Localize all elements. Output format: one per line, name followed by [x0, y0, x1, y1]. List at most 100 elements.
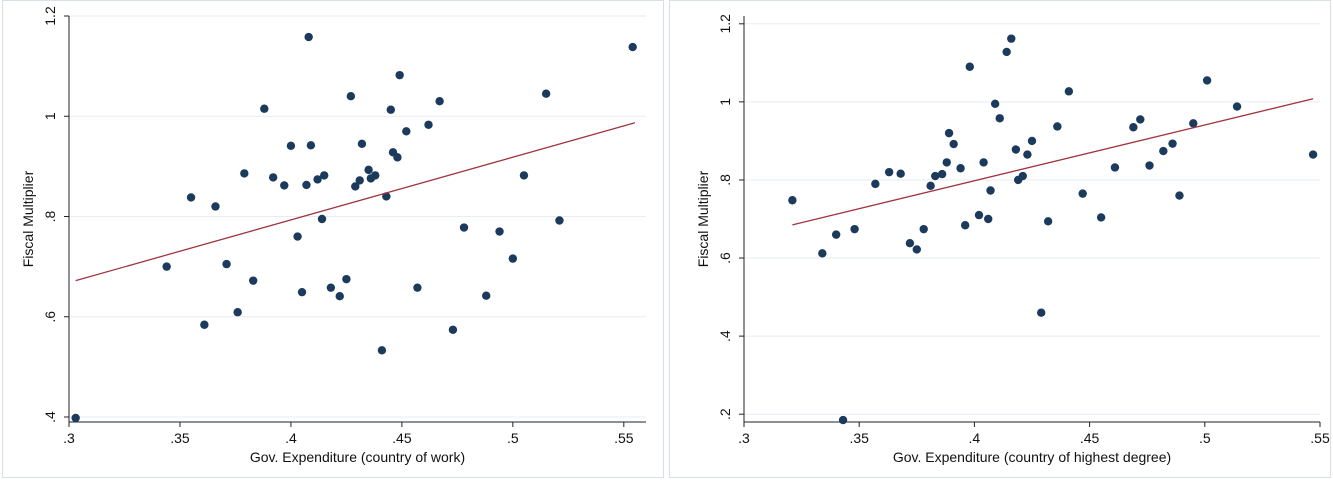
data-point	[995, 114, 1004, 123]
data-point	[1189, 119, 1198, 128]
data-point	[541, 89, 551, 98]
data-point	[818, 249, 827, 258]
data-point	[1202, 76, 1212, 85]
x-tick-label: .3	[738, 430, 750, 446]
data-point	[424, 120, 433, 129]
data-point	[838, 415, 848, 425]
scatter-panel-country-of-highest-degree: .2 .4 .6 .8 1 1.2 .3 .35 .4 .45 .5 .55 Gov. Expendit…	[669, 0, 1331, 478]
data-point	[395, 70, 404, 80]
data-point	[377, 346, 387, 355]
data-point	[357, 139, 367, 149]
y-tick-label: 1	[42, 112, 58, 120]
data-point	[1018, 171, 1027, 181]
data-point	[326, 283, 336, 292]
y-tick-label: .8	[42, 210, 58, 222]
data-point	[386, 105, 395, 114]
data-point	[233, 308, 242, 317]
data-point	[984, 214, 993, 224]
data-point	[1232, 102, 1242, 111]
data-point	[979, 158, 988, 167]
data-point	[1136, 115, 1145, 124]
data-point	[850, 224, 859, 234]
y-tick-label: .4	[42, 411, 58, 423]
data-point	[1037, 308, 1046, 317]
data-point	[268, 173, 278, 182]
data-point	[355, 176, 364, 185]
data-point	[248, 276, 258, 285]
data-point	[1002, 47, 1011, 57]
fitted-regression-line	[75, 122, 636, 282]
data-point	[942, 158, 951, 167]
data-point	[965, 62, 974, 71]
data-point	[1043, 217, 1053, 226]
data-point	[788, 196, 797, 205]
data-point	[317, 214, 327, 224]
data-point	[342, 274, 351, 284]
data-point	[1168, 139, 1177, 148]
data-point	[931, 171, 940, 181]
data-point	[926, 181, 935, 191]
data-point	[871, 179, 880, 189]
data-point	[1129, 123, 1138, 132]
data-point	[364, 165, 373, 175]
data-point	[944, 128, 954, 138]
y-tick-label: 1	[717, 98, 733, 106]
x-axis-title: Gov. Expenditure (country of work)	[250, 449, 465, 465]
data-point	[905, 239, 915, 248]
data-point	[200, 320, 209, 329]
data-point	[960, 221, 970, 230]
data-point	[222, 259, 231, 269]
fitted-regression-line	[792, 98, 1314, 226]
data-point	[1175, 191, 1184, 200]
data-point	[448, 325, 458, 334]
data-point	[1023, 150, 1032, 159]
data-point	[371, 171, 380, 180]
data-point	[974, 210, 984, 220]
x-tick-label: .55	[614, 430, 634, 446]
data-point	[71, 413, 80, 423]
x-tick-label: .4	[969, 430, 981, 446]
data-point	[1308, 150, 1318, 159]
data-point	[393, 153, 402, 162]
data-point	[286, 141, 296, 151]
data-point	[555, 216, 564, 225]
data-point	[413, 283, 422, 292]
x-tick-label: .35	[849, 430, 869, 446]
y-tick-label: .6	[42, 311, 58, 323]
data-point	[260, 104, 269, 113]
data-point	[884, 167, 894, 177]
data-point	[896, 169, 905, 178]
y-tick-label: .6	[717, 252, 733, 264]
data-point	[1011, 145, 1021, 154]
data-point	[435, 97, 444, 106]
y-axis-title: Fiscal Multiplier	[695, 170, 711, 267]
data-point	[1007, 34, 1016, 43]
data-point	[346, 91, 356, 101]
data-point	[956, 164, 965, 173]
y-tick-label: 1.2	[717, 14, 733, 34]
data-point	[519, 171, 529, 180]
data-point	[186, 193, 196, 202]
data-point	[382, 192, 391, 201]
data-point	[990, 99, 1000, 109]
data-point	[508, 254, 518, 263]
data-point	[211, 202, 220, 211]
x-tick-label: .45	[1080, 430, 1100, 446]
data-point	[335, 291, 344, 301]
data-point	[280, 181, 289, 190]
data-point	[1053, 122, 1062, 131]
x-tick-label: .5	[507, 430, 519, 446]
y-tick-label: .8	[717, 174, 733, 186]
scatter-panel-country-of-work: .4 .6 .8 1 1.2 .3 .35 .4 .45 .5 .55 Gov. Expenditur…	[2, 0, 664, 478]
x-tick-label: .55	[1310, 430, 1330, 446]
data-point	[240, 169, 249, 178]
data-point	[482, 291, 491, 300]
data-point	[320, 171, 329, 180]
x-tick-label: .45	[392, 430, 412, 446]
y-tick-label: 1.2	[42, 6, 58, 26]
y-tick-label: .4	[717, 330, 733, 342]
data-point	[937, 169, 947, 179]
data-point	[1096, 213, 1106, 222]
data-point	[351, 182, 360, 191]
data-point	[831, 230, 841, 239]
